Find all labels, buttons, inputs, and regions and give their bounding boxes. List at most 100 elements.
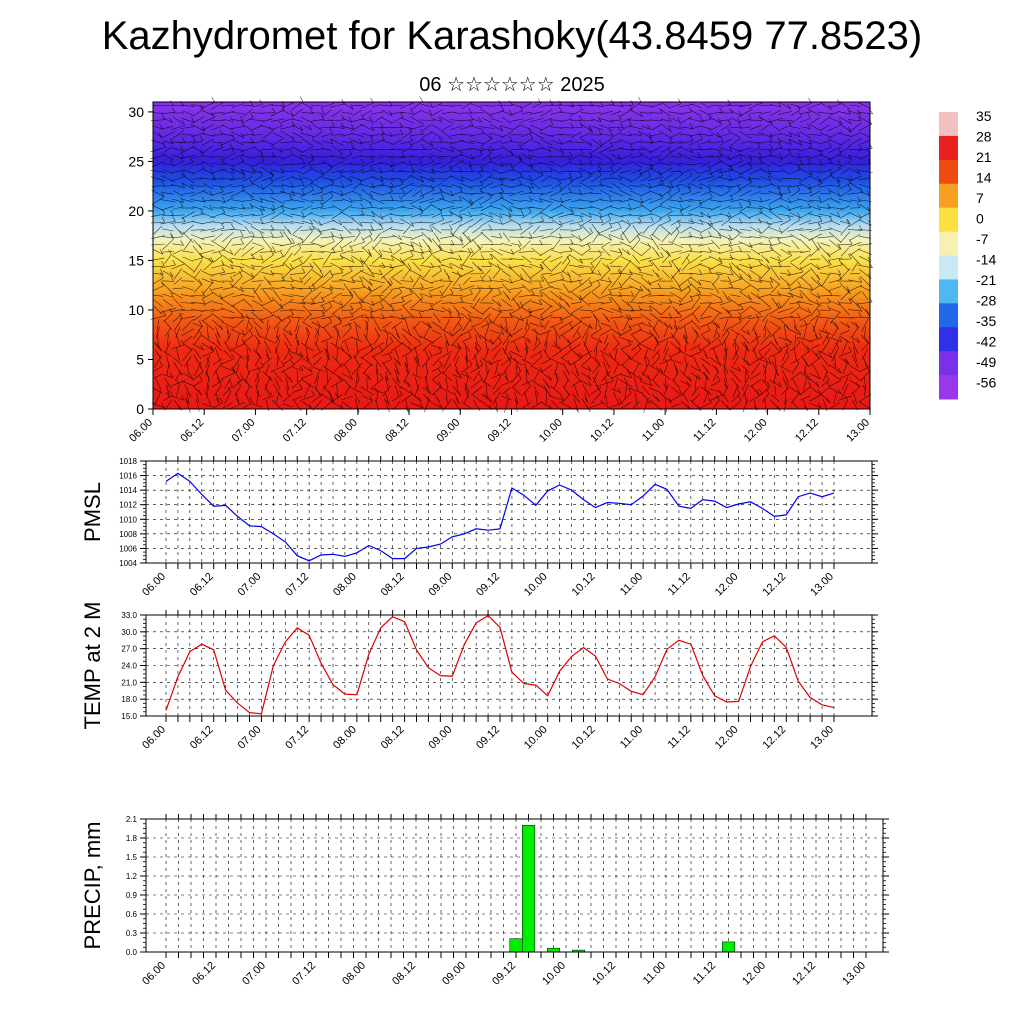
wind-barb — [599, 110, 613, 116]
wind-barb-flag — [707, 213, 711, 219]
wind-barb — [422, 124, 432, 132]
wind-barb — [173, 298, 183, 308]
wind-barb — [460, 125, 474, 130]
wind-barb — [630, 247, 642, 256]
wind-barb — [221, 316, 234, 319]
wind-barb — [520, 278, 532, 284]
wind-barb — [470, 217, 483, 228]
wind-barb-flag — [468, 107, 472, 114]
wind-barb — [171, 263, 185, 270]
wind-barb-flag — [238, 271, 243, 277]
wind-barb — [780, 192, 791, 195]
wind-barb-flag — [698, 144, 702, 150]
wind-barb-flag — [440, 193, 445, 199]
wind-barb — [610, 316, 623, 319]
wind-barb — [201, 278, 214, 284]
wind-barb — [470, 133, 484, 137]
wind-barb — [410, 116, 424, 124]
wind-barb-flag — [767, 175, 772, 182]
wind-barb — [284, 348, 291, 361]
wind-barb — [668, 241, 684, 248]
wind-barb — [370, 210, 384, 220]
wind-barb-flag — [399, 196, 403, 202]
wind-barb — [313, 226, 322, 234]
wind-barb — [201, 249, 215, 254]
wind-barb — [301, 154, 314, 159]
wind-barb-flag — [299, 125, 304, 131]
wind-barb — [858, 102, 872, 109]
wind-barb — [431, 162, 443, 166]
wind-barb-flag — [401, 259, 405, 265]
wind-barb — [160, 199, 176, 203]
wind-barb — [544, 332, 549, 347]
wind-barb — [231, 265, 244, 268]
wind-barb — [252, 242, 264, 247]
wind-barb — [165, 341, 171, 353]
wind-barb — [181, 220, 195, 225]
wind-barb — [409, 258, 424, 261]
wind-barb-flag — [181, 137, 186, 143]
wind-barb — [619, 315, 633, 321]
wind-barb — [628, 198, 644, 204]
wind-barb — [202, 160, 214, 168]
wind-barb — [331, 200, 343, 202]
wind-barb — [808, 213, 822, 218]
wind-barb — [670, 267, 682, 280]
wind-barb — [400, 218, 414, 227]
wind-barb — [800, 340, 810, 353]
wind-barb — [321, 191, 333, 196]
wind-barb — [182, 169, 194, 174]
wind-barb-flag — [508, 135, 513, 141]
wind-barb — [551, 119, 562, 121]
wind-barb — [339, 279, 355, 284]
wind-barb-flag — [707, 222, 712, 228]
wind-barb — [152, 294, 164, 297]
wind-barb-flag — [331, 122, 336, 128]
wind-barb-flag — [558, 302, 563, 308]
wind-barb — [822, 319, 828, 331]
wind-barb — [670, 219, 681, 226]
wind-barb — [508, 287, 525, 290]
wind-barb — [301, 112, 314, 114]
wind-barb — [432, 226, 442, 234]
wind-barb — [394, 325, 400, 339]
wind-barb — [678, 140, 694, 144]
wind-barb — [281, 299, 294, 307]
wind-barb-flag — [500, 105, 505, 111]
wind-barb — [521, 212, 532, 219]
wind-barb-flag — [458, 322, 462, 329]
wind-barb — [810, 117, 820, 124]
wind-barb — [521, 255, 532, 263]
wind-barb — [312, 219, 322, 226]
wind-barb — [789, 148, 801, 151]
wind-barb — [310, 301, 325, 305]
wind-barb — [778, 336, 793, 343]
wind-barb — [578, 272, 594, 275]
wind-barb — [798, 211, 813, 220]
wind-barb — [390, 269, 403, 279]
wind-barb — [374, 327, 380, 338]
wind-barb — [469, 305, 484, 316]
wind-barb — [730, 328, 741, 336]
wind-barb — [212, 134, 223, 136]
wind-barb-flag — [638, 96, 642, 103]
wind-barb — [201, 255, 214, 263]
wind-barb-flag — [729, 194, 734, 200]
wind-barb — [519, 138, 533, 147]
wind-barb-flag — [658, 170, 663, 176]
wind-barb — [680, 205, 691, 211]
wind-barb — [708, 220, 724, 225]
wind-barb — [420, 228, 433, 232]
wind-barb-flag — [688, 170, 693, 176]
wind-barb — [817, 169, 833, 174]
wind-barb — [199, 177, 216, 180]
wind-barb — [462, 318, 472, 332]
wind-barb — [580, 219, 592, 227]
wind-barb — [780, 297, 791, 309]
wind-barb — [689, 272, 702, 275]
wind-barb-flag — [729, 244, 733, 251]
wind-barb-flag — [259, 209, 264, 215]
wind-barb-flag — [497, 263, 501, 270]
wind-barb-flag — [289, 149, 294, 155]
wind-barb-flag — [216, 340, 221, 346]
